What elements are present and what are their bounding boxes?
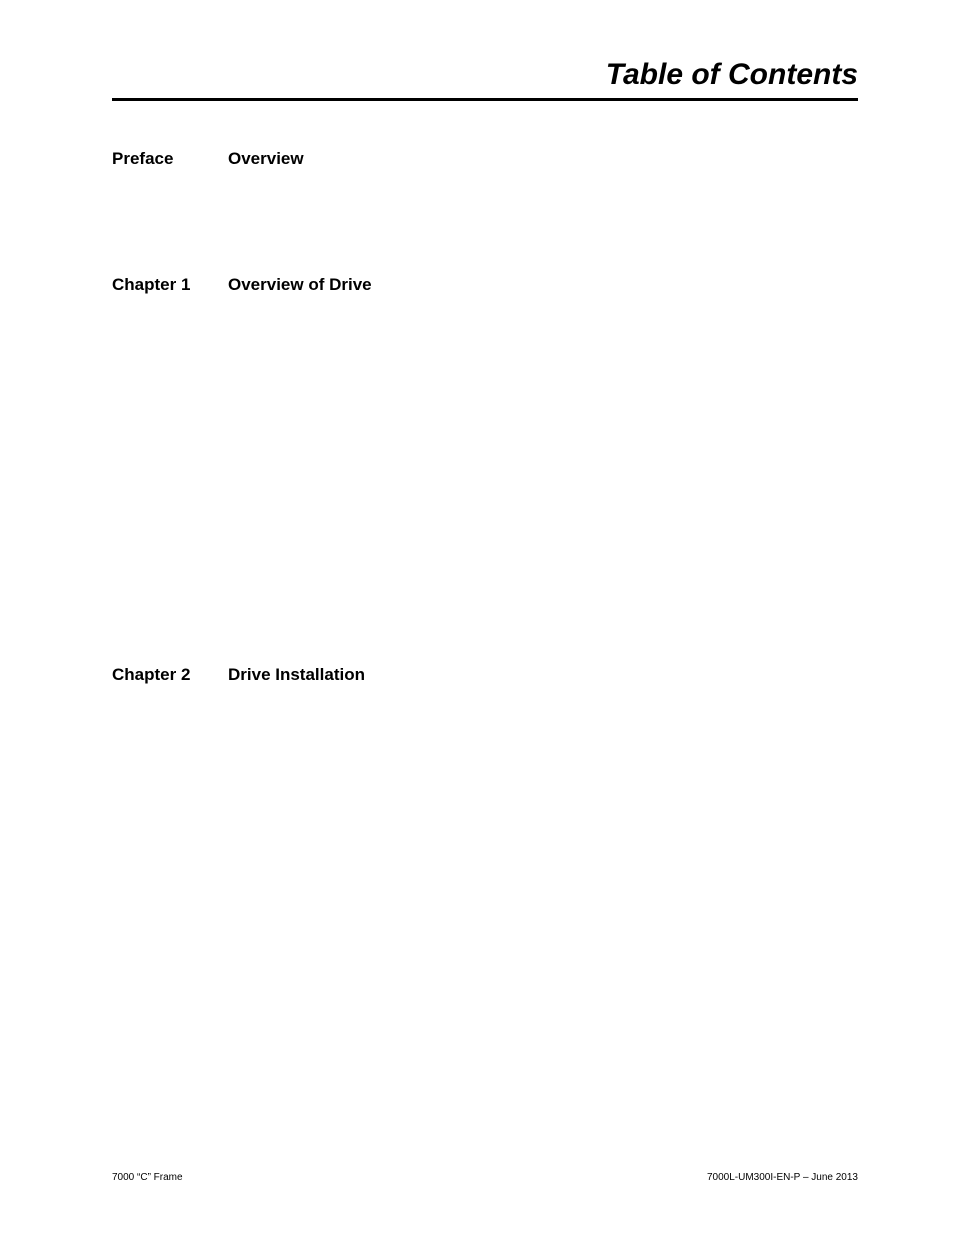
section-title: Overview (228, 149, 304, 169)
section-title: Overview of Drive (228, 275, 372, 295)
document-page: Table of Contents Preface Overview Chapt… (0, 0, 954, 685)
footer-right-text: 7000L-UM300I-EN-P – June 2013 (707, 1172, 858, 1183)
section-title: Drive Installation (228, 665, 365, 685)
toc-section-preface: Preface Overview (112, 149, 858, 169)
section-label: Preface (112, 149, 228, 169)
page-footer: 7000 “C” Frame 7000L-UM300I-EN-P – June … (112, 1172, 858, 1183)
toc-section-chapter-1: Chapter 1 Overview of Drive (112, 275, 858, 295)
title-container: Table of Contents (112, 58, 858, 101)
toc-section-chapter-2: Chapter 2 Drive Installation (112, 665, 858, 685)
section-label: Chapter 1 (112, 275, 228, 295)
footer-left-text: 7000 “C” Frame (112, 1172, 183, 1183)
page-title: Table of Contents (112, 58, 858, 92)
section-label: Chapter 2 (112, 665, 228, 685)
